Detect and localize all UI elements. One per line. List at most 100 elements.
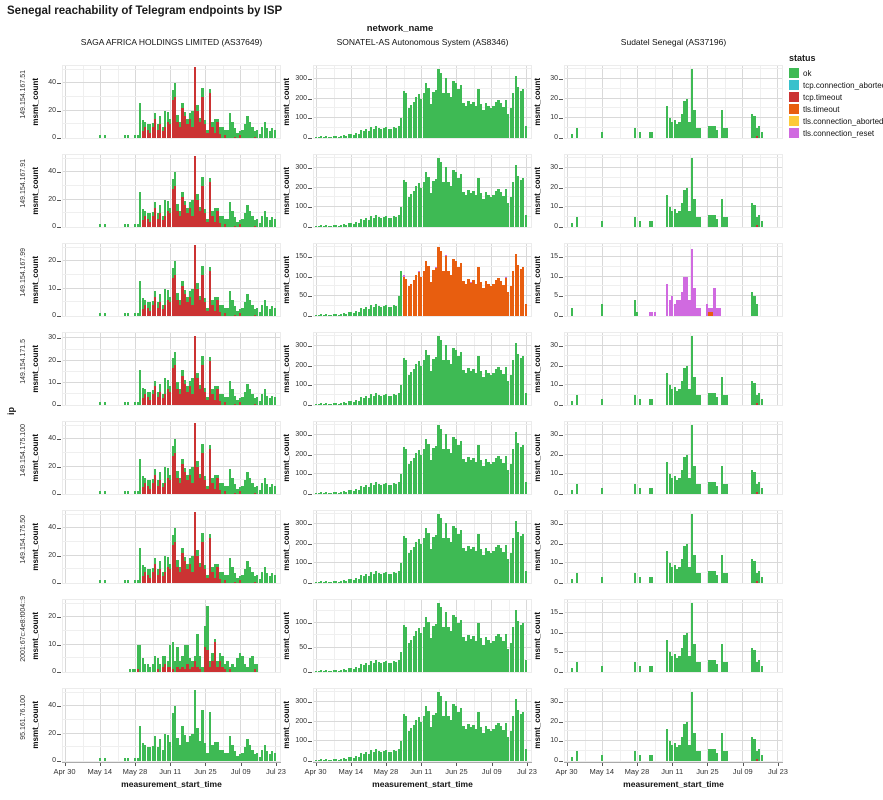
bar-segment (335, 670, 338, 672)
bar-segment (171, 90, 174, 100)
bar-segment (149, 488, 152, 494)
bar-segment (675, 658, 679, 672)
gridline (584, 600, 586, 672)
bar-segment (183, 383, 187, 405)
gridline (275, 422, 276, 494)
gridline (565, 275, 782, 277)
bar-segment (144, 299, 147, 306)
gridline (491, 244, 493, 316)
x-tick-mark (601, 763, 603, 766)
bar-segment (134, 313, 137, 316)
bar-segment (169, 118, 172, 125)
bar-segment (708, 126, 711, 138)
gridline (152, 689, 154, 761)
bar-segment (218, 311, 222, 316)
bar-segment (151, 122, 154, 128)
y-tick-label: 0 (554, 312, 558, 319)
gridline (565, 186, 782, 188)
gridline (619, 689, 621, 761)
bar-segment (750, 470, 753, 494)
y-tick-mark (559, 701, 563, 703)
gridline (368, 689, 370, 761)
bar-segment (489, 197, 493, 227)
gridline (240, 600, 242, 672)
bar-segment (228, 113, 232, 138)
bar-segment (415, 185, 418, 227)
bar-segment (198, 473, 202, 478)
gridline (63, 705, 280, 707)
bar-segment (350, 490, 353, 494)
chart-cell: msmt_count 0 10 20 30 (30, 317, 281, 408)
bar-segment (720, 199, 724, 227)
bar-segment (464, 106, 468, 138)
bar-segment (710, 660, 714, 672)
bar-segment (176, 203, 179, 211)
bar-segment (504, 366, 507, 405)
bar-segment (171, 455, 174, 494)
bar-segment (698, 573, 701, 583)
bar-segment (191, 661, 194, 667)
bar-segment (183, 735, 187, 761)
y-axis-ticks: 0 10 20 30 (543, 421, 564, 497)
y-tick-label: 0 (554, 401, 558, 408)
bar-segment (223, 669, 227, 672)
bar-segment (713, 288, 716, 316)
bar-segment (208, 177, 212, 182)
bar-segment (241, 752, 244, 761)
bar-segment (156, 391, 159, 398)
y-tick-mark (57, 706, 61, 708)
bar-segment (432, 91, 435, 138)
gridline (602, 66, 604, 138)
bar-segment (668, 207, 671, 227)
bar-segment (271, 128, 274, 138)
chart-cell: msmt_count 0 50 100 150 (281, 228, 532, 319)
gridline (117, 66, 119, 138)
y-tick-label: 15 (550, 252, 558, 260)
bar-segment (755, 759, 758, 761)
bar-segment (362, 398, 365, 405)
gridline (602, 155, 604, 227)
bar-segment (487, 640, 490, 672)
bar-segment (357, 667, 360, 672)
bar-segment (243, 480, 247, 494)
bar-segment (164, 216, 167, 227)
bar-segment (482, 377, 485, 405)
y-tick-mark (308, 167, 312, 169)
bar-segment (439, 72, 443, 138)
bar-segment (698, 662, 701, 672)
bar-segment (134, 758, 137, 761)
gridline (222, 155, 224, 227)
bar-segment (330, 582, 333, 583)
bar-segment (462, 458, 465, 494)
x-tick-label: Jun 11 (159, 767, 182, 776)
bar-segment (424, 82, 428, 138)
y-axis-title: msmt_count (282, 612, 291, 660)
bar-segment (472, 279, 475, 316)
bar-segment (151, 305, 154, 316)
bar-segment (253, 487, 256, 493)
bar-segment (382, 305, 385, 316)
bar-segment (494, 724, 498, 761)
bar-segment (176, 114, 179, 122)
y-tick-label: 40 (48, 702, 56, 710)
bar-segment (492, 106, 495, 138)
gridline (314, 690, 531, 692)
bar-segment (188, 469, 192, 475)
column-title-axis-pad (30, 34, 62, 50)
bar-segment (332, 758, 335, 761)
bar-segment (390, 663, 393, 672)
bar-segment (213, 563, 217, 578)
bar-segment (154, 207, 157, 227)
gridline (565, 364, 782, 366)
chart-panel (62, 421, 281, 495)
bar-segment (173, 275, 177, 316)
bar-segment (447, 715, 450, 761)
bar-segment (454, 82, 458, 138)
x-tick-mark (707, 763, 709, 766)
bar-segment (203, 213, 207, 227)
bar-segment (499, 458, 502, 494)
y-tick-label: 10 (550, 272, 558, 280)
y-axis-ticks: 0 20 40 (41, 65, 62, 141)
y-tick-label: 0 (303, 490, 307, 497)
x-tick-mark (636, 763, 638, 766)
